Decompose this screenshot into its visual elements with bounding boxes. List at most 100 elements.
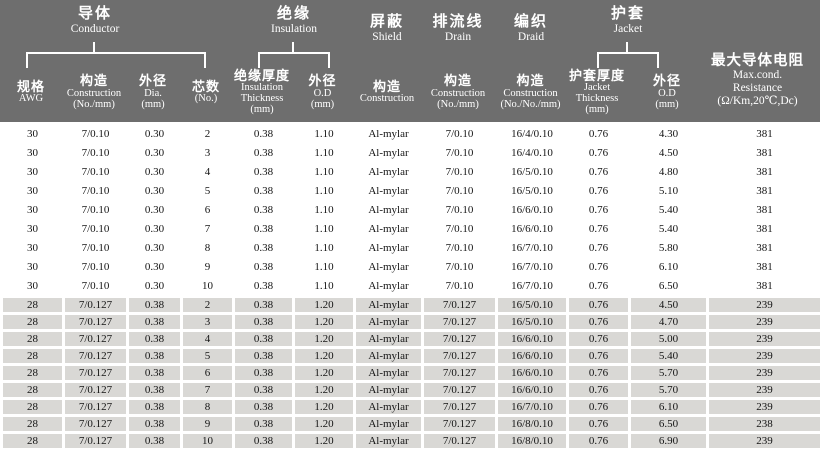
group-braid-zh: 编织	[513, 14, 548, 30]
cell: 381	[707, 162, 820, 181]
cell: 0.38	[232, 329, 295, 349]
table-row: 30 7/0.10 0.30 3 0.38 1.10 Al-mylar 7/0.10 16/4/…	[1, 143, 820, 162]
group-drain-en: Drain	[444, 30, 472, 43]
cell: 0.38	[232, 295, 295, 315]
table-row: 28 7/0.127 0.38 9 0.38 1.20 Al-mylar 7/0.127 16/…	[0, 414, 820, 434]
cell: 3	[180, 312, 235, 332]
jacket-bracket-stem	[626, 42, 628, 52]
cell: 7/0.127	[62, 397, 129, 417]
cell: 0.38	[233, 276, 294, 297]
colhead-dia: 外径 Dia. (mm)	[126, 64, 180, 120]
group-jacket-zh: 护套	[610, 6, 645, 22]
cell: 0.38	[126, 397, 183, 417]
table-row: 30 7/0.10 0.30 7 0.38 1.10 Al-mylar 7/0.10 16/6/…	[1, 219, 820, 238]
cell: 16/7/0.10	[496, 238, 568, 257]
cell: 0.38	[126, 431, 183, 451]
group-conductor: 导体 Conductor	[40, 6, 150, 35]
colhead-zh: 构造	[516, 73, 545, 89]
cell: 5.00	[628, 329, 709, 349]
cell: 7/0.127	[421, 329, 498, 349]
colhead-zh: 绝缘厚度	[233, 67, 290, 83]
cell: 6	[180, 363, 235, 383]
cell: 7/0.10	[63, 219, 128, 238]
group-shield-en: Shield	[372, 30, 402, 43]
cell: 8	[181, 238, 234, 257]
colhead-max-resistance: 最大导体电阻 Max.cond. Resistance (Ω/Km,20℃,Dc…	[695, 48, 820, 112]
cell: Al-mylar	[353, 431, 424, 451]
cell: 1.20	[292, 363, 356, 383]
cell: 30	[1, 257, 64, 276]
cell: 5	[181, 181, 234, 200]
cell: 239	[706, 346, 820, 366]
cell: 0.76	[566, 312, 631, 332]
table-row: 28 7/0.127 0.38 2 0.38 1.20 Al-mylar 7/0.127 16/…	[0, 295, 820, 315]
cell: 7/0.10	[63, 181, 128, 200]
cell: 1.20	[292, 414, 356, 434]
cell: 7/0.10	[63, 200, 128, 219]
cell: Al-mylar	[353, 380, 424, 400]
colhead-en: Dia.	[144, 87, 162, 99]
cell: 16/6/0.10	[495, 380, 569, 400]
cell: 7	[180, 380, 235, 400]
cell: 7/0.10	[63, 276, 128, 297]
cell: 4	[180, 329, 235, 349]
cell: 16/8/0.10	[495, 431, 569, 451]
colhead-unit: (mm)	[250, 104, 274, 116]
colhead-unit: (mm)	[585, 104, 609, 116]
cell: 0.76	[567, 143, 630, 162]
cell: 5.80	[629, 238, 708, 257]
cell: 7/0.127	[62, 312, 129, 332]
colhead-en: Thickness	[575, 93, 619, 105]
cell: 0.76	[566, 346, 631, 366]
cell: Al-mylar	[354, 219, 423, 238]
cell: 4.30	[629, 124, 708, 143]
group-braid-en: Draid	[517, 30, 545, 43]
cell: 381	[707, 238, 820, 257]
cell: 0.76	[567, 238, 630, 257]
cell: Al-mylar	[353, 295, 424, 315]
cell: 0.76	[567, 219, 630, 238]
cell: 16/5/0.10	[496, 181, 568, 200]
cell: 1.10	[293, 219, 355, 238]
colhead-en: Insulation	[241, 82, 283, 94]
table-row: 28 7/0.127 0.38 8 0.38 1.20 Al-mylar 7/0.127 16/…	[0, 397, 820, 417]
cell: 0.38	[232, 431, 295, 451]
table-row: 28 7/0.127 0.38 3 0.38 1.20 Al-mylar 7/0.127 16/…	[0, 312, 820, 332]
cell: 0.38	[232, 312, 295, 332]
cell: 7/0.10	[63, 162, 128, 181]
cell: 30	[1, 200, 64, 219]
cell: 6.10	[629, 257, 708, 276]
cell: 0.38	[233, 181, 294, 200]
cell: 7/0.127	[62, 329, 129, 349]
cell: 239	[706, 380, 820, 400]
cell: 0.76	[567, 276, 630, 297]
cell: 7/0.10	[422, 238, 497, 257]
cell: 7/0.10	[63, 238, 128, 257]
cell: 0.38	[233, 143, 294, 162]
cell: 10	[180, 431, 235, 451]
cell: 0.38	[126, 363, 183, 383]
colhead-jacket-thickness: 护套厚度 Jacket Thickness (mm)	[566, 64, 628, 120]
cell: 16/4/0.10	[496, 124, 568, 143]
cell: 0.76	[566, 295, 631, 315]
colhead-en: (No.)	[194, 93, 218, 105]
cell: 0.38	[232, 346, 295, 366]
table-row: 30 7/0.10 0.30 9 0.38 1.10 Al-mylar 7/0.10 16/7/…	[1, 257, 820, 276]
cell: 28	[0, 431, 65, 451]
colhead-jacket-od: 外径 O.D (mm)	[628, 64, 706, 120]
colhead-insulation-thickness: 绝缘厚度 Insulation Thickness (mm)	[232, 64, 292, 120]
cell: 16/5/0.10	[495, 312, 569, 332]
cell: 28	[0, 312, 65, 332]
cell: 5.70	[628, 380, 709, 400]
cell: 5.10	[629, 181, 708, 200]
cell: 9	[180, 414, 235, 434]
cell: 381	[707, 276, 820, 297]
cell: 1.20	[292, 346, 356, 366]
colhead-en: Construction	[66, 87, 122, 99]
cell: 239	[706, 431, 820, 451]
cell: 0.30	[127, 143, 182, 162]
cell: Al-mylar	[354, 124, 423, 143]
cell: 7/0.10	[422, 181, 497, 200]
cell: 0.30	[127, 238, 182, 257]
cell: 0.38	[232, 397, 295, 417]
